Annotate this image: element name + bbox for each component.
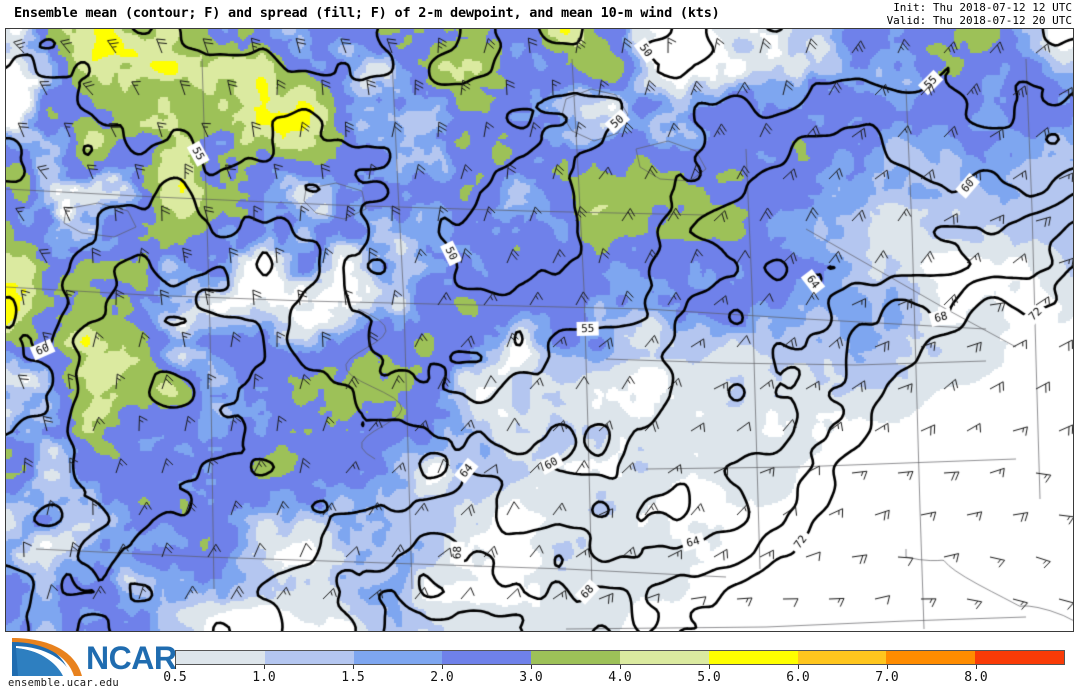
colorbar-tick-label: 4.0 bbox=[608, 670, 632, 685]
colorbar-tick-label: 3.0 bbox=[519, 670, 543, 685]
ncar-logo-text: NCAR bbox=[86, 640, 177, 676]
colorbar-tickmark bbox=[175, 665, 176, 669]
colorbar-tick-label: 2.0 bbox=[430, 670, 454, 685]
footer-bar: NCAR ensemble.ucar.edu bbox=[0, 634, 1080, 693]
colorbar-swatch bbox=[531, 651, 620, 664]
colorbar-ticks: 0.5 1.0 1.5 2.0 3.0 4.0 5.0 6.0 7.0 8.0 bbox=[163, 665, 1065, 690]
ncar-logo: NCAR bbox=[8, 636, 177, 690]
colorbar-swatch bbox=[353, 651, 443, 664]
colorbar-tick-label: 7.0 bbox=[875, 670, 899, 685]
valid-time-label: Valid: Thu 2018-07-12 20 UTC bbox=[886, 14, 1072, 27]
map-panel[interactable] bbox=[5, 28, 1074, 632]
colorbar-tickmark bbox=[442, 665, 443, 669]
colorbar-tick-label: 0.5 bbox=[163, 670, 187, 685]
colorbar-tickmark bbox=[353, 665, 354, 669]
header-bar: Ensemble mean (contour; F) and spread (f… bbox=[0, 0, 1080, 28]
colorbar-swatch bbox=[176, 651, 265, 664]
colorbar-swatch bbox=[619, 651, 709, 664]
colorbar: 0.5 1.0 1.5 2.0 3.0 4.0 5.0 6.0 7.0 8.0 bbox=[163, 650, 1065, 690]
colorbar-tickmark bbox=[709, 665, 710, 669]
colorbar-swatch bbox=[708, 651, 798, 664]
init-time-label: Init: Thu 2018-07-12 12 UTC bbox=[893, 1, 1072, 14]
colorbar-tick-label: 8.0 bbox=[964, 670, 988, 685]
ncar-logo-graphic bbox=[12, 638, 82, 676]
colorbar-swatch bbox=[442, 651, 532, 664]
map-canvas[interactable] bbox=[6, 29, 1073, 631]
colorbar-tickmark bbox=[976, 665, 977, 669]
colorbar-swatch bbox=[797, 651, 887, 664]
site-url-label: ensemble.ucar.edu bbox=[8, 677, 119, 689]
forecast-timestamps: Init: Thu 2018-07-12 12 UTC Valid: Thu 2… bbox=[887, 1, 1072, 27]
colorbar-swatch bbox=[886, 651, 976, 664]
colorbar-tickmark bbox=[531, 665, 532, 669]
colorbar-tick-label: 6.0 bbox=[786, 670, 810, 685]
colorbar-swatch bbox=[264, 651, 354, 664]
colorbar-tickmark bbox=[887, 665, 888, 669]
page-title: Ensemble mean (contour; F) and spread (f… bbox=[14, 5, 720, 21]
colorbar-tick-label: 1.0 bbox=[252, 670, 276, 685]
colorbar-tick-label: 5.0 bbox=[697, 670, 721, 685]
colorbar-swatch bbox=[975, 651, 1064, 664]
colorbar-tickmark bbox=[798, 665, 799, 669]
colorbar-tick-label: 1.5 bbox=[341, 670, 365, 685]
colorbar-tickmark bbox=[620, 665, 621, 669]
colorbar-swatches bbox=[175, 650, 1065, 665]
colorbar-tickmark bbox=[264, 665, 265, 669]
